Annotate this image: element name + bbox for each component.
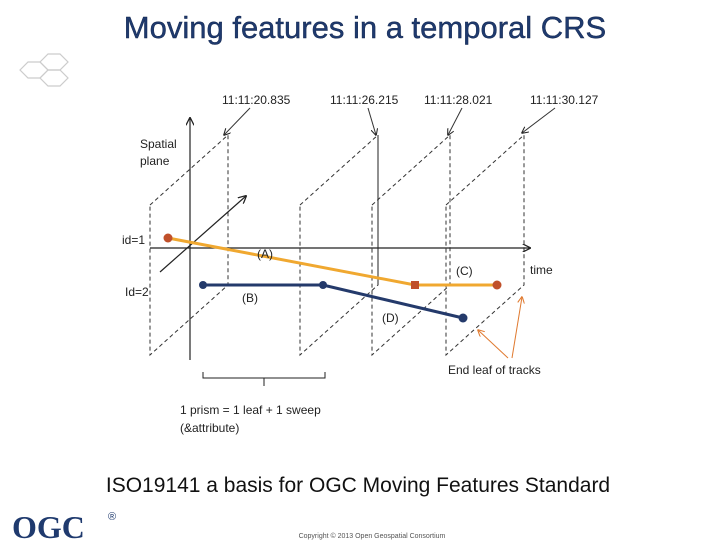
logo: OGC [12,509,85,545]
logo-mark: ® [108,511,116,523]
track-points [163,233,502,323]
segment-label: (D) [382,311,399,325]
prism-note: (&attribute) [180,421,239,435]
spatial-label: Spatial [140,137,177,151]
timestamp-arrows [224,107,556,135]
track-id: Id=2 [125,285,149,299]
subtitle: ISO19141 a basis for OGC Moving Features… [106,474,610,497]
end-arrow [511,297,522,359]
slide-title: Moving features in a temporal CRS [124,10,606,45]
timestamp: 11:11:26.215 [330,93,399,107]
segment-label: (C) [456,264,473,278]
timestamp: 11:11:28.021 [424,93,493,107]
segment-label: (A) [257,247,273,261]
spatial-label: plane [140,154,170,168]
segment-label: (B) [242,291,258,305]
prism-note: 1 prism = 1 leaf + 1 sweep [180,403,321,417]
timestamp: 11:11:20.835 [222,93,291,107]
end-arrow [478,330,509,359]
prism-brace [202,372,326,386]
end-label: End leaf of tracks [448,363,541,377]
time-label: time [530,263,553,277]
copyright: Copyright © 2013 Open Geospatial Consort… [299,532,446,540]
timestamp: 11:11:30.127 [530,93,599,107]
hexagon-decoration [19,53,69,87]
track-id: id=1 [122,233,145,247]
